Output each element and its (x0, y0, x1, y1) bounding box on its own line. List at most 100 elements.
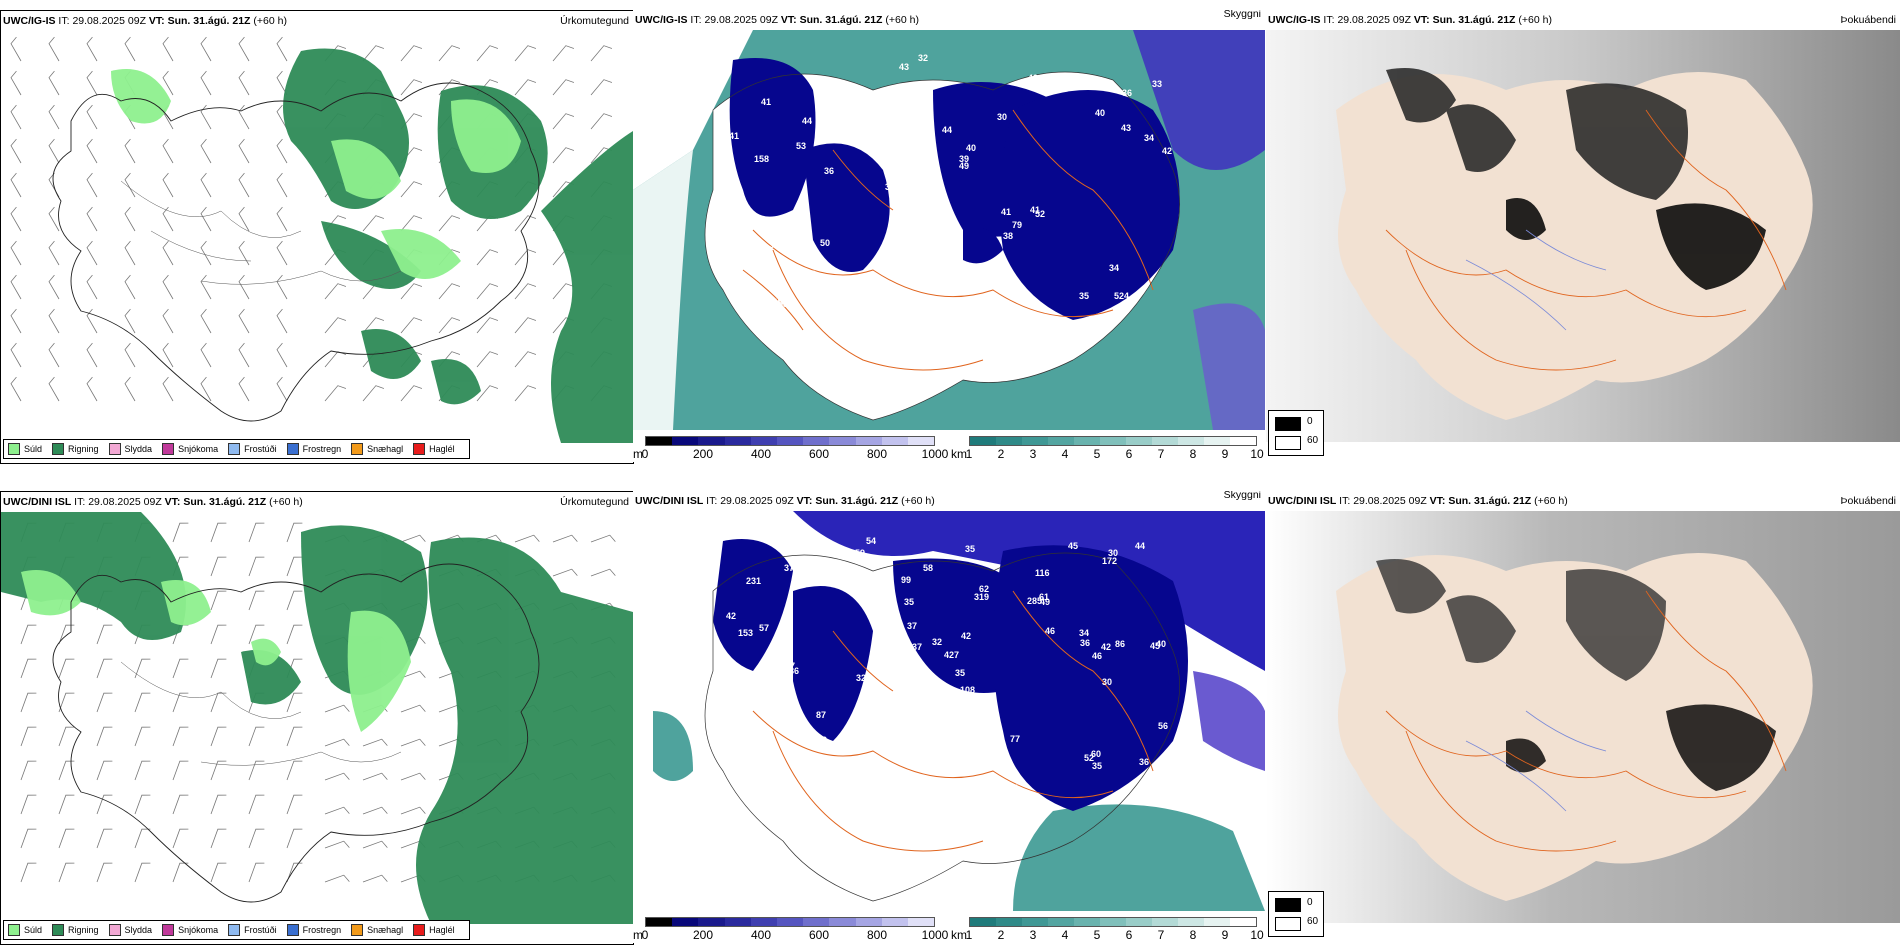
wind-barb (238, 308, 250, 334)
wind-barb (514, 385, 537, 402)
cloud-base-label: 35 (965, 544, 975, 554)
legend-item: Snjókoma (162, 924, 218, 936)
wind-barb (96, 692, 113, 713)
panel-header: UWC/IG-IS IT: 29.08.2025 09Z VT: Sun. 31… (635, 14, 919, 26)
legend-label: Slydda (124, 925, 153, 935)
cloud-base-label: 43 (817, 101, 827, 111)
wind-barb (590, 534, 616, 543)
legend-item: Rigning (52, 924, 99, 936)
wind-barb (238, 240, 250, 266)
wind-barb (400, 45, 423, 62)
wind-barb (162, 206, 174, 232)
colorbar-segment (829, 918, 856, 926)
wind-barb (276, 36, 288, 62)
cloud-base-label: 42 (787, 726, 797, 736)
wind-barb (476, 351, 499, 368)
colorbar-tick: 5 (1093, 928, 1101, 942)
cloud-base-label: 427 (944, 650, 959, 660)
colorbar-segment (776, 437, 804, 445)
legend-swatch (108, 443, 121, 455)
fog-map (1266, 511, 1900, 923)
wind-barb (514, 79, 537, 96)
cloud-base-label: 57 (761, 779, 771, 789)
wind-barb (238, 70, 250, 96)
colorbar-tick: 7 (1157, 447, 1165, 461)
wind-barb (286, 522, 303, 543)
cloud-base-label: 46 (1045, 626, 1055, 636)
wind-barb (96, 624, 113, 645)
wind-barb (162, 376, 174, 402)
cloud-base-label: 54 (866, 536, 876, 546)
wind-barb (200, 172, 212, 198)
wind-barb (238, 206, 250, 232)
wind-barb (200, 138, 212, 164)
wind-barb (324, 806, 350, 815)
colorbar-tick: 7 (1157, 928, 1165, 942)
legend-swatch (286, 443, 299, 455)
cloud-base-label: 34 (1144, 133, 1154, 143)
wind-barb (238, 138, 250, 164)
wind-barb (248, 522, 265, 543)
legend-item: Frostregn (286, 924, 342, 936)
wind-barb (10, 172, 22, 198)
cloud-base-label: 37 (784, 563, 794, 573)
colorbar-segment (829, 437, 856, 445)
colorbar-tick: 400 (750, 928, 772, 942)
wind-barb (96, 794, 113, 815)
legend-swatch (162, 443, 175, 455)
wind-barb (124, 240, 136, 266)
cloud-base-label: 86 (1115, 639, 1125, 649)
colorbar-segment (1204, 437, 1230, 445)
wind-barb (210, 828, 227, 849)
wind-barb (590, 568, 616, 577)
colorbar-tick: 3 (1029, 447, 1037, 461)
cloud-base-label: 51 (843, 132, 853, 142)
colorbar-segment (1100, 918, 1126, 926)
panel-header: UWC/IG-IS IT: 29.08.2025 09Z VT: Sun. 31… (1268, 14, 1552, 26)
cloud-base-label: 87 (816, 710, 826, 720)
panel-title: Þokuábendi (1840, 14, 1896, 26)
wind-barb (238, 36, 250, 62)
cloud-base-label: 62 (979, 584, 989, 594)
cloud-base-label: 42 (1162, 146, 1172, 156)
wind-barb (48, 138, 60, 164)
cloud-base-label: 172 (1102, 556, 1117, 566)
colorbar-tick: 2 (997, 928, 1005, 942)
colorbar-segment (1230, 918, 1256, 926)
legend-item: Súld (8, 443, 42, 455)
visibility-colorbar: km 1 2 3 4 5 6 7 8 9 10 (951, 917, 1264, 943)
wind-barb (324, 351, 347, 368)
wind-barb (276, 274, 288, 300)
colorbar-tick: 6 (1125, 447, 1133, 461)
cloud-base-label: 40 (890, 766, 900, 776)
wind-barb (324, 840, 350, 849)
wind-barb (20, 760, 37, 781)
wind-barb (400, 534, 426, 543)
legend-swatch (52, 443, 65, 455)
wind-barb (590, 45, 613, 62)
wind-barb (200, 36, 212, 62)
wind-barb (162, 172, 174, 198)
legend-label: Slydda (124, 444, 153, 454)
panel-title: Úrkomutegund (560, 496, 629, 508)
cloud-base-label: 43 (765, 767, 775, 777)
wind-barb (48, 274, 60, 300)
wind-barb (86, 274, 98, 300)
cloud-base-label: 32 (856, 673, 866, 683)
wind-barb (48, 240, 60, 266)
cloud-base-label: 71 (754, 729, 764, 739)
legend-label: Frostregn (302, 925, 342, 935)
cloud-base-label: 40 (899, 153, 909, 163)
cloud-base-label: 116 (1035, 568, 1050, 578)
colorbar-tick: 5 (1093, 447, 1101, 461)
wind-barb (514, 317, 537, 334)
low-cloud-areas (729, 58, 1180, 320)
colorbar-segment (970, 437, 996, 445)
cloud-base-label: 153 (738, 628, 753, 638)
colorbar-segment (907, 437, 935, 445)
colorbar-segment (1178, 437, 1204, 445)
wind-barb (162, 274, 174, 300)
precip-panel-top: UWC/IG-IS IT: 29.08.2025 09Z VT: Sun. 31… (0, 10, 634, 464)
cloud-base-label: 35 (955, 668, 965, 678)
wind-barb (324, 317, 347, 334)
